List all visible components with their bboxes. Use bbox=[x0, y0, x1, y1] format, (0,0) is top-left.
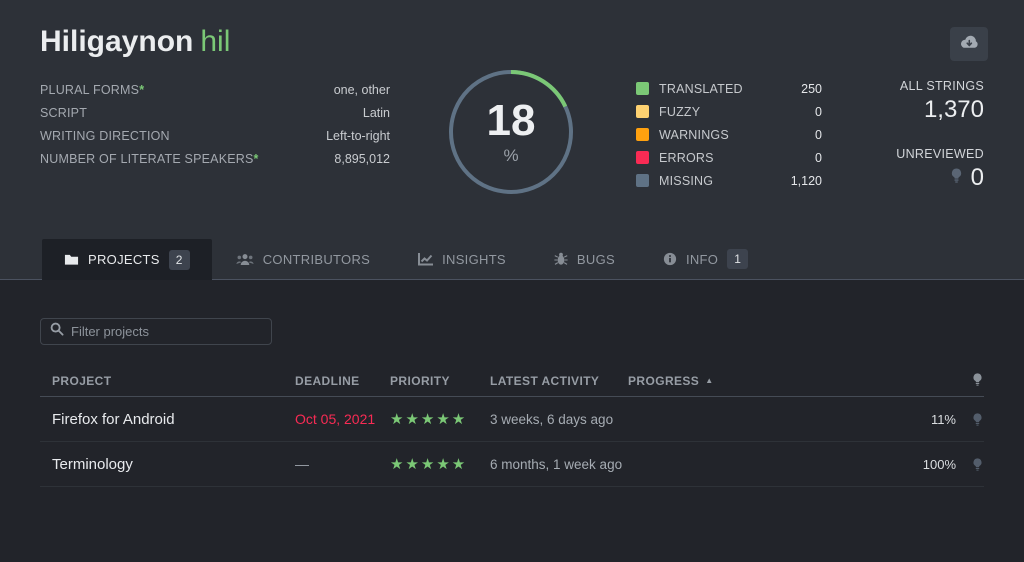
legend-label: ERRORS bbox=[659, 150, 714, 165]
locale-code: hil bbox=[200, 25, 231, 58]
required-star: * bbox=[253, 152, 259, 166]
project-deadline: — bbox=[295, 456, 309, 472]
all-strings-label: ALL STRINGS bbox=[899, 79, 984, 93]
tab-label: BUGS bbox=[576, 251, 615, 267]
lightbulb-icon bbox=[949, 167, 964, 189]
filter-projects-input[interactable] bbox=[71, 324, 262, 339]
header: Hiligaynon hil PLURAL FORMS* one, othe bbox=[0, 0, 1024, 280]
column-header-latest-activity[interactable]: LATEST ACTIVITY bbox=[490, 373, 600, 388]
unreviewed-bulb-icon[interactable] bbox=[971, 457, 984, 472]
unreviewed-count: 0 bbox=[970, 164, 984, 191]
legend-item[interactable]: MISSING 1,120 bbox=[636, 169, 822, 192]
all-strings-value: 1,370 bbox=[923, 96, 984, 123]
project-row: Terminology — ★★★★★ 6 months, 1 week ago… bbox=[40, 442, 984, 487]
legend-label: MISSING bbox=[659, 173, 714, 188]
column-header-progress[interactable]: PROGRESS ▲ bbox=[628, 373, 714, 388]
priority-stars: ★★★★★ bbox=[390, 411, 468, 428]
tab-label: CONTRIBUTORS bbox=[262, 251, 371, 267]
unreviewed-bulb-icon[interactable] bbox=[971, 412, 984, 427]
table-body: Firefox for Android Oct 05, 2021 ★★★★★ 3… bbox=[40, 397, 984, 487]
info-icon bbox=[663, 252, 677, 266]
tab-projects[interactable]: PROJECTS 2 bbox=[42, 239, 212, 280]
chart-icon bbox=[418, 252, 434, 266]
profile-field-value: 8,895,012 bbox=[334, 152, 390, 166]
bug-icon bbox=[554, 252, 568, 266]
legend-count: 250 bbox=[801, 81, 822, 96]
priority-stars: ★★★★★ bbox=[390, 456, 468, 473]
profile-field-row: WRITING DIRECTION Left-to-right bbox=[40, 125, 390, 148]
required-star: * bbox=[139, 83, 145, 97]
profile-field-value: Latin bbox=[362, 106, 390, 120]
column-header-priority[interactable]: PRIORITY bbox=[390, 373, 450, 388]
filter-projects-box bbox=[40, 318, 272, 345]
latest-activity: 6 months, 1 week ago bbox=[490, 456, 623, 472]
tab-label: INSIGHTS bbox=[442, 251, 506, 267]
column-header-project[interactable]: PROJECT bbox=[52, 373, 112, 388]
locale-profile-fields: PLURAL FORMS* one, other SCRIPT Latin WR… bbox=[40, 79, 390, 197]
download-button[interactable] bbox=[950, 27, 988, 61]
table-header-row: PROJECT DEADLINE PRIORITY LATEST ACTIVIT… bbox=[40, 369, 984, 397]
progress-percent: 18 bbox=[486, 95, 536, 145]
percent-symbol: % bbox=[503, 145, 519, 165]
legend-item[interactable]: WARNINGS 0 bbox=[636, 123, 822, 146]
sort-ascending-icon: ▲ bbox=[705, 376, 714, 385]
search-icon bbox=[50, 322, 64, 341]
tab-label: PROJECTS bbox=[88, 252, 160, 267]
projects-panel: PROJECT DEADLINE PRIORITY LATEST ACTIVIT… bbox=[0, 280, 1024, 562]
people-icon bbox=[236, 253, 254, 266]
unreviewed-column-icon bbox=[971, 372, 984, 390]
latest-activity: 3 weeks, 6 days ago bbox=[490, 411, 614, 427]
legend-count: 0 bbox=[815, 150, 822, 165]
string-status-legend: TRANSLATED 250 FUZZY 0 WARNINGS 0 bbox=[636, 77, 822, 197]
legend-swatch bbox=[636, 174, 649, 187]
legend-count: 0 bbox=[815, 127, 822, 142]
tab-bar: PROJECTS 2 CONTRIBUTORS bbox=[0, 239, 1024, 280]
cloud-download-icon bbox=[959, 35, 980, 54]
profile-field-label: SCRIPT bbox=[40, 106, 88, 120]
legend-swatch bbox=[636, 82, 649, 95]
page-title: Hiligaynon hil bbox=[40, 25, 230, 59]
project-deadline: Oct 05, 2021 bbox=[295, 411, 376, 427]
tab-badge: 2 bbox=[168, 249, 190, 270]
project-name-link[interactable]: Firefox for Android bbox=[52, 410, 175, 428]
profile-field-label: WRITING DIRECTION bbox=[40, 129, 170, 143]
tab-insights[interactable]: INSIGHTS bbox=[394, 239, 530, 279]
profile-field-row: SCRIPT Latin bbox=[40, 102, 390, 125]
progress-percent-label: 11% bbox=[930, 411, 956, 427]
tab-bugs[interactable]: BUGS bbox=[530, 239, 639, 279]
legend-count: 1,120 bbox=[790, 173, 822, 188]
totals-panel: ALL STRINGS 1,370 UNREVIEWED 0 bbox=[896, 77, 984, 197]
project-row: Firefox for Android Oct 05, 2021 ★★★★★ 3… bbox=[40, 397, 984, 442]
progress-percent-label: 100% bbox=[922, 456, 956, 472]
profile-field-row: NUMBER OF LITERATE SPEAKERS* 8,895,012 bbox=[40, 148, 390, 171]
folder-icon bbox=[64, 253, 79, 266]
legend-swatch bbox=[636, 151, 649, 164]
legend-label: TRANSLATED bbox=[659, 81, 743, 96]
ring-fill bbox=[449, 70, 573, 194]
legend-swatch bbox=[636, 105, 649, 118]
legend-swatch bbox=[636, 128, 649, 141]
tab-contributors[interactable]: CONTRIBUTORS bbox=[212, 239, 394, 279]
unreviewed-label: UNREVIEWED bbox=[896, 147, 984, 161]
tab-info[interactable]: INFO 1 bbox=[639, 239, 772, 279]
project-name-link[interactable]: Terminology bbox=[52, 455, 133, 473]
projects-table: PROJECT DEADLINE PRIORITY LATEST ACTIVIT… bbox=[40, 369, 984, 487]
profile-field-label: NUMBER OF LITERATE SPEAKERS* bbox=[40, 152, 259, 166]
tab-label: INFO bbox=[685, 251, 719, 267]
column-header-deadline[interactable]: DEADLINE bbox=[295, 373, 360, 388]
profile-field-label: PLURAL FORMS* bbox=[40, 83, 145, 97]
legend-item[interactable]: FUZZY 0 bbox=[636, 100, 822, 123]
legend-count: 0 bbox=[815, 104, 822, 119]
translation-progress-ring: 18 % bbox=[446, 67, 576, 197]
profile-field-value: Left-to-right bbox=[326, 129, 390, 143]
profile-field-row: PLURAL FORMS* one, other bbox=[40, 79, 390, 102]
profile-field-value: one, other bbox=[333, 83, 390, 97]
tab-badge: 1 bbox=[727, 249, 749, 269]
legend-item[interactable]: TRANSLATED 250 bbox=[636, 77, 822, 100]
legend-label: FUZZY bbox=[659, 104, 701, 119]
locale-name: Hiligaynon bbox=[40, 25, 194, 58]
legend-label: WARNINGS bbox=[659, 127, 729, 142]
legend-item[interactable]: ERRORS 0 bbox=[636, 146, 822, 169]
